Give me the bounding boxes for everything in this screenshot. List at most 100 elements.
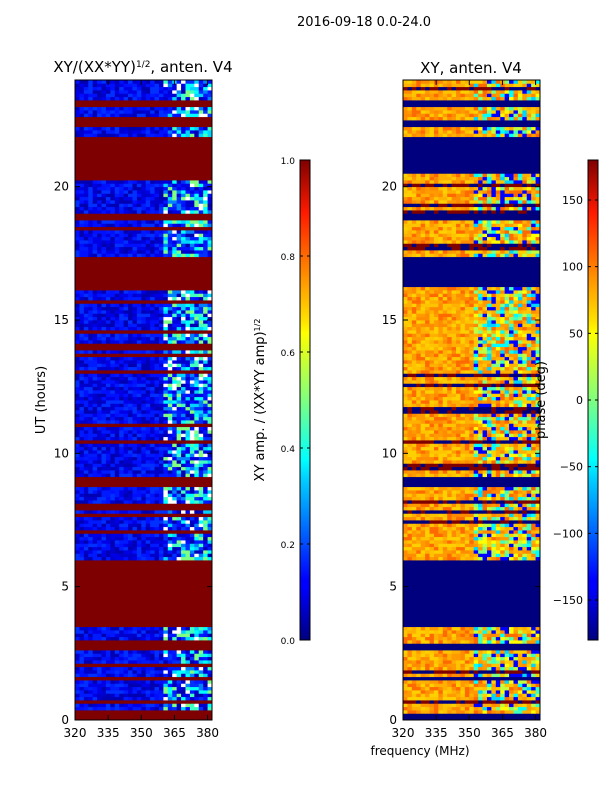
heatmap-cell [163, 180, 168, 184]
heatmap-cell [194, 490, 199, 494]
heatmap-cell [119, 377, 124, 381]
heatmap-cell [199, 523, 204, 527]
heatmap-cell [163, 107, 168, 111]
heatmap-cell [163, 683, 168, 687]
heatmap-cell [150, 710, 155, 714]
heatmap-cell [124, 687, 129, 691]
heatmap-cell [163, 557, 168, 561]
heatmap-row [75, 463, 212, 467]
heatmap-cell [79, 520, 84, 524]
heatmap-cell [119, 353, 124, 357]
heatmap-cell [155, 517, 160, 521]
heatmap-row [75, 413, 212, 417]
heatmap-row [403, 677, 540, 681]
heatmap-cell [93, 657, 98, 661]
heatmap-cell [416, 710, 421, 714]
heatmap-cell [141, 367, 146, 371]
heatmap-cell [106, 523, 111, 527]
heatmap-cell [106, 337, 111, 341]
heatmap-cell [159, 330, 164, 334]
heatmap-cell [102, 253, 107, 257]
heatmap-cell [88, 400, 93, 404]
heatmap-cell [194, 403, 199, 407]
heatmap-cell [106, 87, 111, 91]
heatmap-cell [110, 360, 115, 364]
heatmap-cell [194, 537, 199, 541]
heatmap-cell [84, 87, 89, 91]
heatmap-cell [106, 500, 111, 504]
heatmap-cell [159, 667, 164, 671]
heatmap-cell [456, 710, 461, 714]
heatmap-cell [119, 337, 124, 341]
heatmap-cell [203, 93, 208, 97]
heatmap-cell [172, 380, 177, 384]
heatmap-cell [124, 303, 129, 307]
heatmap-cell [496, 707, 501, 711]
heatmap-cell [190, 250, 195, 254]
heatmap-cell [190, 693, 195, 697]
colorbar-tick-label: 0.6 [281, 349, 296, 359]
heatmap-cell [141, 387, 146, 391]
heatmap-cell [141, 117, 146, 121]
heatmap-cell [97, 627, 102, 631]
heatmap-cell [84, 243, 89, 247]
heatmap-cell [106, 443, 111, 447]
heatmap-cell [203, 500, 208, 504]
heatmap-row [75, 310, 212, 314]
heatmap-cell [124, 383, 129, 387]
heatmap-cell [190, 707, 195, 711]
heatmap-cell [110, 697, 115, 701]
heatmap-cell [155, 317, 160, 321]
heatmap-cell [137, 630, 142, 634]
heatmap-row [75, 400, 212, 404]
heatmap-cell [110, 133, 115, 137]
heatmap-cell [102, 487, 107, 491]
heatmap-cell [106, 547, 111, 551]
heatmap-cell [128, 93, 133, 97]
heatmap-cell [115, 343, 120, 347]
heatmap-cell [128, 433, 133, 437]
heatmap-cell [124, 200, 129, 204]
heatmap-cell [190, 530, 195, 534]
heatmap-cell [199, 83, 204, 87]
heatmap-cell [159, 203, 164, 207]
heatmap-cell [93, 467, 98, 471]
heatmap-cell [88, 417, 93, 421]
heatmap-cell [185, 327, 190, 331]
heatmap-cell [106, 240, 111, 244]
heatmap-cell [132, 443, 137, 447]
heatmap-cell [416, 680, 421, 684]
heatmap-cell [102, 470, 107, 474]
heatmap-cell [452, 697, 457, 701]
heatmap-cell [102, 510, 107, 514]
heatmap-cell [483, 697, 488, 701]
heatmap-cell [159, 683, 164, 687]
heatmap-cell [124, 87, 129, 91]
heatmap-cell [190, 680, 195, 684]
heatmap-cell [84, 410, 89, 414]
heatmap-cell [177, 427, 182, 431]
heatmap-row [75, 567, 212, 571]
heatmap-cell [119, 400, 124, 404]
heatmap-cell [172, 317, 177, 321]
heatmap-cell [79, 513, 84, 517]
heatmap-cell [79, 193, 84, 197]
heatmap-cell [110, 403, 115, 407]
heatmap-cell [203, 687, 208, 691]
heatmap-cell [137, 653, 142, 657]
heatmap-cell [93, 433, 98, 437]
heatmap-cell [124, 490, 129, 494]
heatmap-cell [132, 303, 137, 307]
heatmap-cell [199, 633, 204, 637]
heatmap-cell [137, 437, 142, 441]
heatmap-cell [185, 660, 190, 664]
heatmap-cell [177, 343, 182, 347]
heatmap-cell [150, 487, 155, 491]
heatmap-cell [84, 633, 89, 637]
heatmap-cell [203, 513, 208, 517]
heatmap-cell [194, 297, 199, 301]
heatmap-cell [132, 710, 137, 714]
heatmap-cell [124, 177, 129, 181]
heatmap-cell [115, 683, 120, 687]
heatmap-cell [124, 513, 129, 517]
